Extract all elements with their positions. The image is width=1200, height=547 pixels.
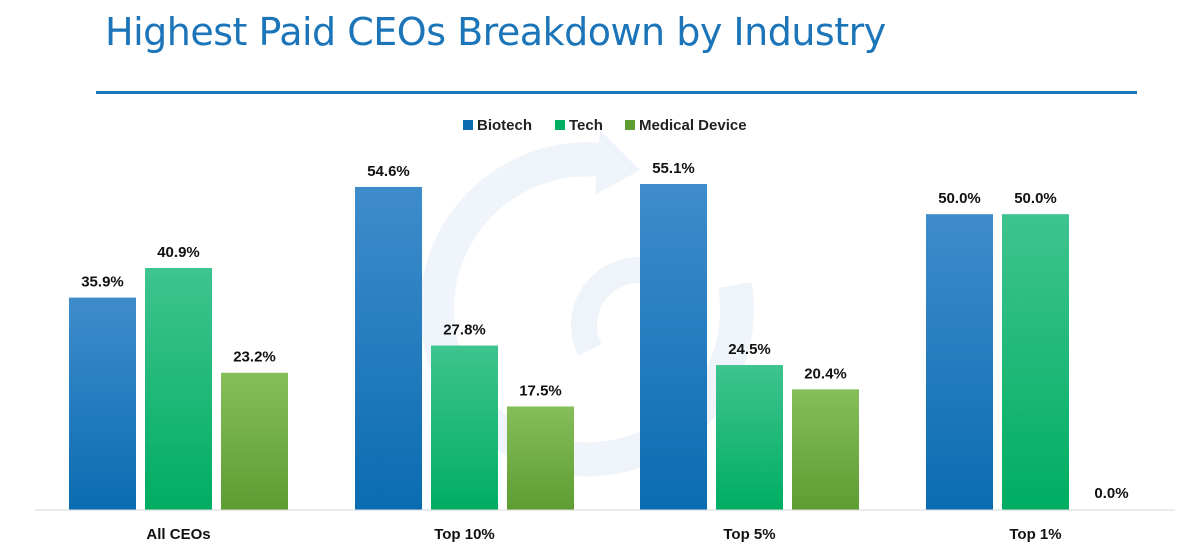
bar-tech-top-1 [1002,214,1069,510]
legend-swatch-biotech [463,120,473,130]
x-axis-labels: All CEOs Top 10% Top 5% Top 1% [146,526,1061,543]
legend-label-biotech: Biotech [477,117,532,134]
data-label-medical-device-all-ceos: 23.2% [233,349,276,366]
bar-biotech-top-5 [640,184,707,510]
x-tick-label-all-ceos: All CEOs [146,526,210,543]
bar-tech-top-5 [716,365,783,510]
bars: 35.9% 40.9% 23.2% 54.6% 27.8% 17.5% 55.1% 24.5%… [69,160,1129,510]
bar-biotech-all-ceos [69,297,136,510]
data-label-tech-top-1: 50.0% [1014,190,1057,207]
data-label-medical-device-top-1: 0.0% [1094,485,1128,502]
data-label-tech-all-ceos: 40.9% [157,244,200,261]
data-label-biotech-all-ceos: 35.9% [81,274,124,291]
title-underline [96,91,1137,94]
bar-medical-device-top-5 [792,389,859,510]
legend-label-tech: Tech [569,117,603,134]
x-tick-label-top-5: Top 5% [723,526,775,543]
bar-biotech-top-10 [355,186,422,510]
data-label-tech-top-5: 24.5% [728,341,771,358]
legend: Biotech Tech Medical Device [463,117,747,134]
x-tick-label-top-10: Top 10% [434,526,495,543]
x-tick-label-top-1: Top 1% [1009,526,1061,543]
bar-biotech-top-1 [926,214,993,510]
data-label-biotech-top-10: 54.6% [367,163,410,180]
data-label-tech-top-10: 27.8% [443,322,486,339]
bar-tech-top-10 [431,345,498,510]
data-label-biotech-top-5: 55.1% [652,160,695,177]
legend-label-medical-device: Medical Device [639,117,747,134]
data-label-medical-device-top-10: 17.5% [519,382,562,399]
bar-medical-device-all-ceos [221,372,288,510]
legend-swatch-tech [555,120,565,130]
legend-swatch-medical-device [625,120,635,130]
bar-medical-device-top-10 [507,406,574,510]
data-label-medical-device-top-5: 20.4% [804,365,847,382]
data-label-biotech-top-1: 50.0% [938,190,981,207]
bar-tech-all-ceos [145,268,212,510]
chart-title: Highest Paid CEOs Breakdown by Industry [105,10,886,54]
